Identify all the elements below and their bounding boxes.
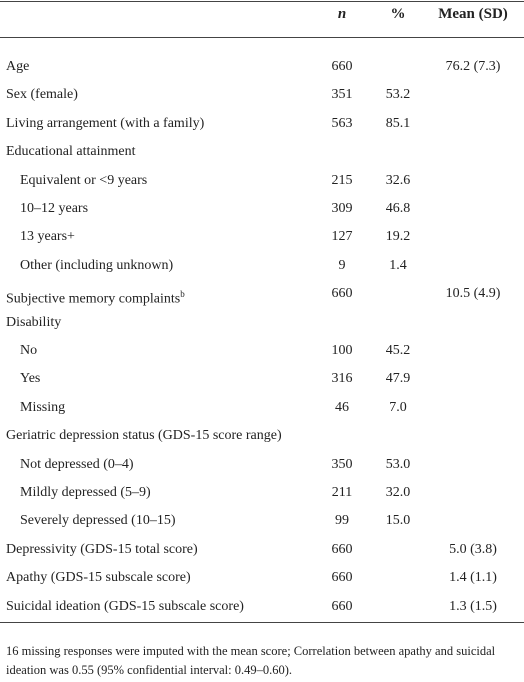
- mean-cell: 1.4 (1.1): [449, 570, 497, 586]
- row-label: Suicidal ideation (GDS-15 subscale score…: [6, 598, 244, 616]
- pct-cell: 19.2: [385, 229, 411, 245]
- row-label: Missing: [20, 399, 65, 417]
- pct-cell: 53.2: [385, 87, 411, 103]
- label-text: Apathy (GDS-15 subscale score): [6, 570, 191, 586]
- pct-cell: 85.1: [385, 115, 411, 131]
- label-text: Geriatric depression status (GDS-15 scor…: [6, 428, 282, 444]
- row-label: Not depressed (0–4): [20, 456, 134, 474]
- label-text: Depressivity (GDS-15 total score): [6, 541, 198, 557]
- n-cell: 316: [331, 371, 353, 387]
- label-text: Disability: [6, 314, 62, 330]
- row-label: Subjective memory complaintsb: [6, 285, 185, 309]
- label-text: 10–12 years: [20, 201, 89, 216]
- row-label: Educational attainment: [6, 143, 135, 161]
- label-text: Other (including unknown): [20, 257, 174, 273]
- n-cell: 660: [331, 598, 353, 614]
- row-label: Age: [6, 58, 29, 76]
- row-label: Geriatric depression status (GDS-15 scor…: [6, 427, 282, 445]
- row-label: Depressivity (GDS-15 total score): [6, 541, 198, 559]
- row-label: Sex (female): [6, 86, 78, 104]
- row-label: No: [20, 342, 37, 360]
- row-label: 10–12 years: [20, 200, 88, 218]
- mean-cell: 76.2 (7.3): [445, 59, 501, 74]
- n-cell: 660: [331, 570, 353, 586]
- n-cell: 660: [331, 59, 353, 74]
- n-cell: 309: [331, 201, 353, 216]
- n-cell: 100: [331, 343, 353, 358]
- top-rule: [0, 1, 524, 2]
- n-cell: 660: [331, 541, 353, 557]
- label-text: Educational attainment: [6, 144, 136, 160]
- pct-cell: 47.9: [385, 371, 411, 387]
- mean-cell: 1.3 (1.5): [449, 598, 497, 614]
- row-label: Apathy (GDS-15 subscale score): [6, 569, 191, 587]
- pct-cell: 32.6: [385, 172, 411, 188]
- n-cell: 660: [331, 286, 353, 302]
- n-cell: 46: [335, 399, 349, 415]
- label-text: Suicidal ideation (GDS-15 subscale score…: [6, 598, 244, 614]
- label-text: Equivalent or <9 years: [20, 172, 148, 188]
- column-header: %: [390, 6, 406, 22]
- column-header: n: [337, 6, 347, 22]
- pct-cell: 7.0: [389, 399, 407, 415]
- footnote: 16 missing responses were imputed with t…: [6, 644, 496, 677]
- row-label: 13 years+: [20, 228, 75, 246]
- row-label: Disability: [6, 314, 61, 332]
- pct-cell: 32.0: [385, 485, 411, 500]
- n-cell: 350: [331, 456, 353, 472]
- row-label: Equivalent or <9 years: [20, 172, 147, 190]
- pct-cell: 53.0: [385, 456, 411, 472]
- row-label: Severely depressed (10–15): [20, 512, 176, 530]
- pct-cell: 1.4: [389, 257, 407, 273]
- n-cell: 563: [331, 115, 353, 131]
- row-label: Yes: [20, 370, 40, 388]
- row-label: Living arrangement (with a family): [6, 115, 204, 133]
- n-cell: 215: [331, 172, 353, 188]
- n-cell: 99: [335, 513, 349, 529]
- label-text: Subjective memory complaints: [6, 291, 181, 307]
- mean-cell: 5.0 (3.8): [449, 541, 497, 557]
- label-text: Yes: [20, 371, 41, 387]
- label-text: Missing: [20, 399, 66, 415]
- pct-cell: 45.2: [385, 343, 411, 358]
- label-text: Severely depressed (10–15): [20, 513, 176, 529]
- pct-cell: 15.0: [385, 513, 411, 529]
- mean-cell: 10.5 (4.9): [445, 286, 501, 302]
- label-text: Not depressed (0–4): [20, 456, 134, 472]
- n-cell: 351: [331, 87, 353, 103]
- n-cell: 127: [331, 229, 353, 245]
- label-text: 13 years+: [20, 229, 75, 245]
- header-rule: [0, 37, 524, 38]
- label-text: Mildly depressed (5–9): [20, 485, 151, 500]
- pct-cell: 46.8: [385, 201, 411, 216]
- footnote-mark: b: [180, 289, 185, 300]
- label-text: Age: [6, 59, 30, 74]
- label-text: No: [20, 343, 38, 358]
- n-cell: 211: [331, 485, 353, 500]
- label-text: Living arrangement (with a family): [6, 115, 205, 131]
- row-label: Mildly depressed (5–9): [20, 484, 151, 502]
- bottom-rule: [0, 622, 524, 623]
- row-label: Other (including unknown): [20, 257, 173, 275]
- label-text: Sex (female): [6, 87, 78, 103]
- column-header: Mean (SD): [438, 6, 508, 22]
- n-cell: 9: [338, 257, 346, 273]
